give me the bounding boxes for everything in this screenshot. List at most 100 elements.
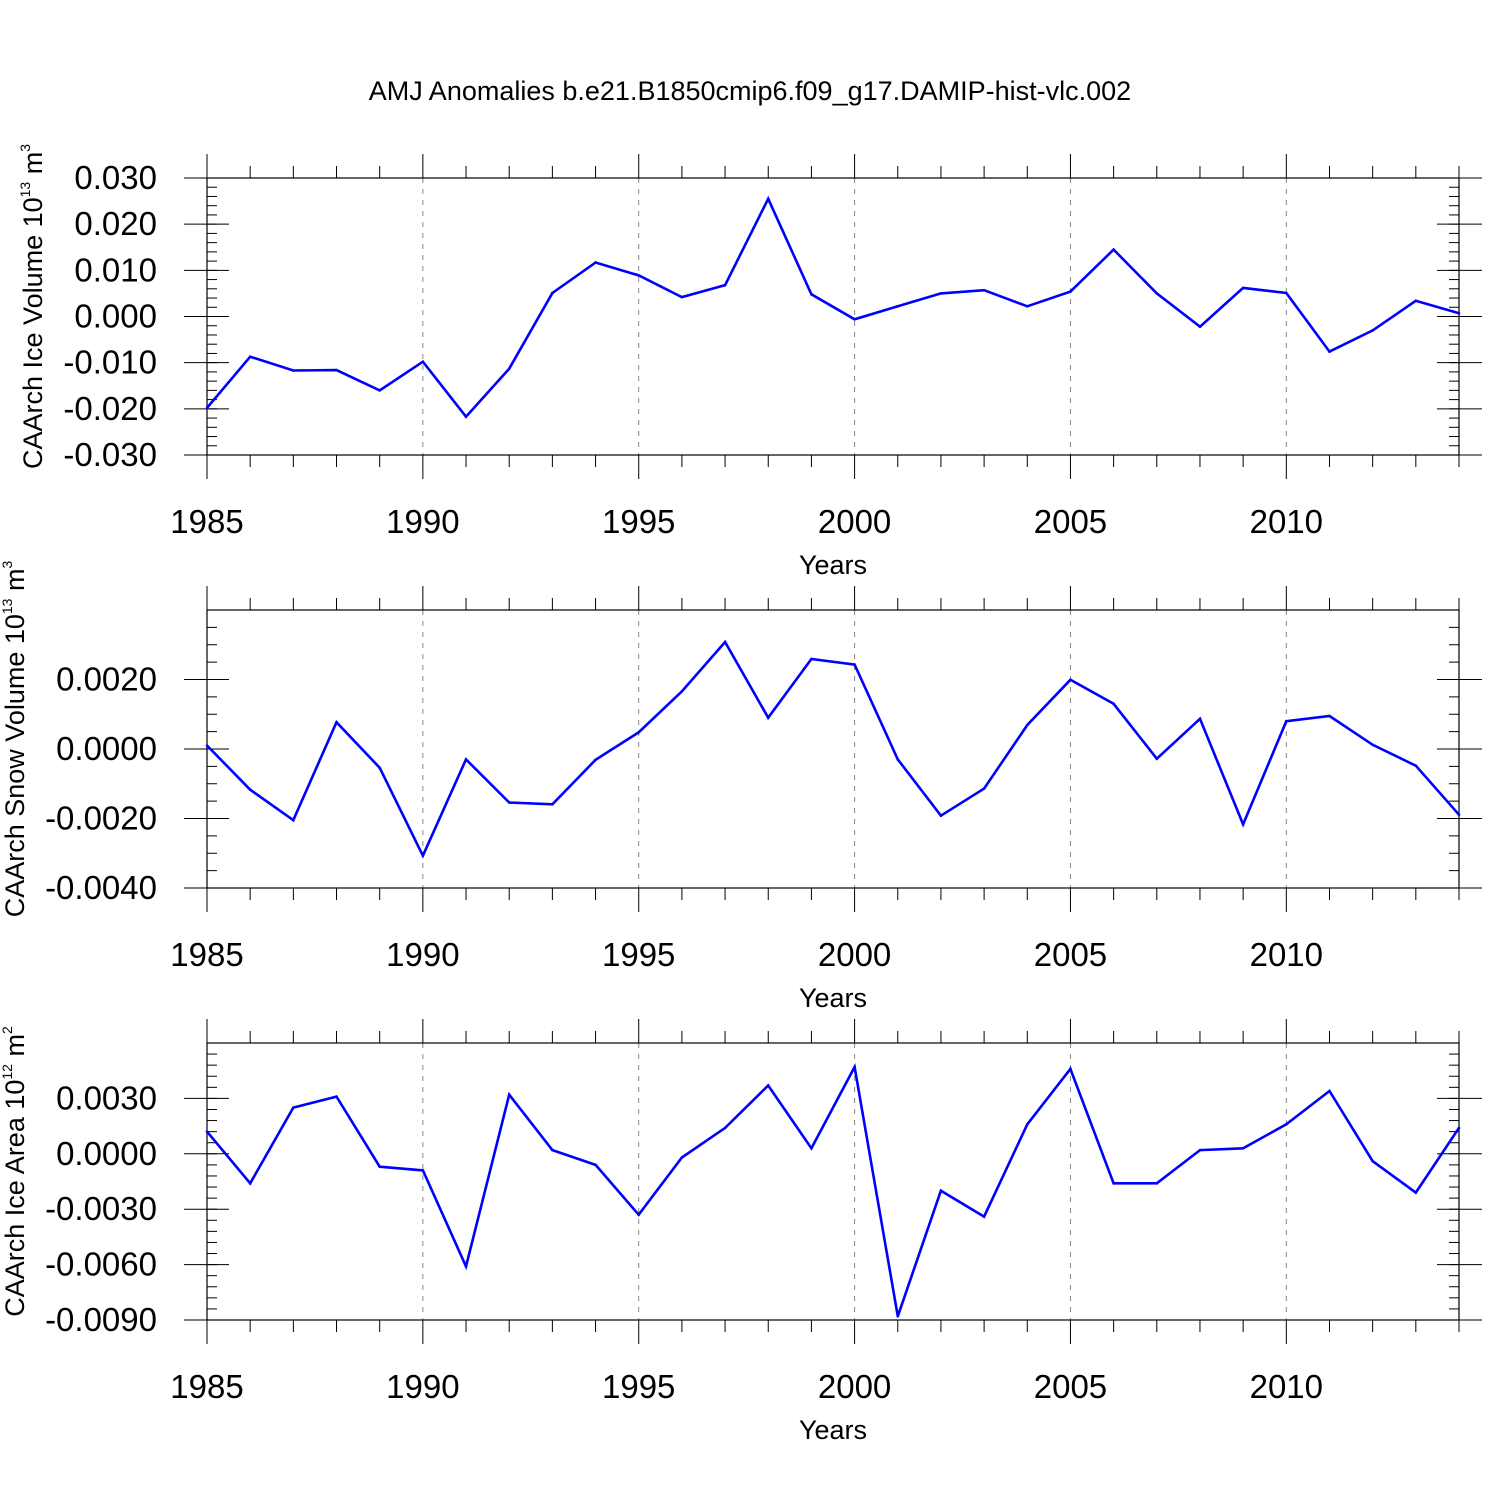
x-tick-label: 2005 [1034, 936, 1107, 973]
data-point [1285, 1122, 1288, 1126]
data-point [896, 758, 900, 761]
data-point [335, 720, 338, 724]
x-tick-label: 1990 [386, 936, 459, 973]
y-axis-title: CAArch Ice Volume 1013 m3 [17, 144, 48, 469]
data-point [1457, 1126, 1461, 1130]
data-point [205, 406, 209, 410]
data-point [1198, 325, 1202, 328]
data-point [1285, 719, 1288, 723]
data-point [421, 1169, 425, 1172]
x-tick-label: 1995 [602, 936, 675, 973]
data-point [1328, 714, 1331, 718]
data-point [1457, 311, 1461, 315]
data-point [853, 1065, 856, 1069]
panel-3: -0.0090 -0.0060 -0.0030 0.0000 0.0030 1985 199… [0, 1019, 1482, 1445]
data-point [766, 716, 770, 720]
data-point [464, 758, 468, 761]
data-point [637, 1213, 641, 1217]
x-tick-label: 1990 [386, 1368, 459, 1405]
data-point [1112, 248, 1115, 251]
data-point [1155, 292, 1159, 295]
y-tick-label: 0.020 [74, 205, 157, 242]
data-point [896, 305, 900, 308]
data-point [766, 1084, 770, 1087]
data-point [378, 766, 381, 770]
series-line [206, 195, 1460, 419]
y-tick-label: 0.0020 [56, 661, 157, 698]
x-tick-label: 2000 [818, 936, 891, 973]
x-tick-label: 1985 [170, 936, 243, 973]
y-tick-label: 0.010 [74, 251, 157, 288]
data-point [810, 657, 813, 661]
x-tick-label: 2000 [818, 503, 891, 540]
data-point [248, 1182, 252, 1185]
y-tick-label: 0.0000 [56, 730, 157, 767]
data-point [1112, 702, 1115, 706]
data-point [939, 814, 943, 818]
y-tick-label: -0.030 [63, 436, 157, 473]
data-point [939, 292, 943, 295]
data-point [982, 787, 986, 790]
data-point [853, 663, 856, 666]
x-axis-title: Years [799, 983, 867, 1013]
data-point [594, 758, 597, 762]
data-point [1285, 291, 1288, 295]
data-point [1025, 723, 1029, 727]
y-tick-label: -0.010 [63, 344, 157, 381]
data-point [1414, 764, 1418, 767]
data-point [421, 360, 425, 364]
data-point [680, 1156, 684, 1159]
y-tick-label: 0.0000 [56, 1135, 157, 1172]
y-axis-title: CAArch Ice Area 1012 m2 [0, 1026, 30, 1317]
data-point [982, 288, 986, 292]
data-point [810, 293, 813, 296]
data-point [378, 1165, 381, 1169]
y-tick-label: 0.000 [74, 298, 157, 335]
data-point [1241, 1146, 1245, 1150]
panel-2: -0.0040 -0.0020 0.0000 0.0020 1985 1990 1995 20… [0, 561, 1482, 1013]
panel-1: -0.030 -0.020 -0.010 0.000 0.010 0.020 0.030 19… [17, 144, 1482, 580]
data-point [594, 261, 597, 264]
data-point [1069, 290, 1072, 293]
plot-frame [206, 609, 1460, 889]
x-tick-label: 2005 [1034, 1368, 1107, 1405]
data-point [766, 197, 770, 201]
data-point [723, 283, 727, 287]
y-tick-label: -0.0060 [45, 1246, 157, 1283]
y-tick-label: -0.0030 [45, 1190, 157, 1227]
data-point [464, 1265, 468, 1268]
x-tick-label: 1995 [602, 503, 675, 540]
chart-title: AMJ Anomalies b.e21.B1850cmip6.f09_g17.D… [368, 76, 1132, 106]
data-point [1198, 717, 1202, 721]
data-point [551, 802, 554, 806]
data-point [1025, 305, 1029, 308]
data-point [551, 1148, 554, 1152]
data-point [1241, 823, 1245, 826]
data-point [205, 1130, 209, 1133]
data-point [1155, 1182, 1159, 1185]
data-point [637, 731, 641, 734]
data-point [1414, 299, 1418, 303]
x-tick-label: 2010 [1250, 936, 1323, 973]
data-point [1069, 678, 1072, 682]
data-point [292, 1106, 295, 1109]
data-point [292, 369, 295, 372]
data-point [723, 1126, 727, 1130]
data-point [723, 640, 727, 644]
data-point [853, 317, 856, 321]
data-point [680, 295, 684, 299]
data-point [421, 854, 425, 857]
x-tick-label: 1990 [386, 503, 459, 540]
y-tick-label: -0.0040 [45, 869, 157, 906]
x-tick-label: 1985 [170, 503, 243, 540]
series-line [206, 1063, 1461, 1317]
data-point [507, 1093, 511, 1097]
plot-frame [206, 1042, 1460, 1321]
data-point [1371, 743, 1374, 747]
data-point [1371, 1159, 1374, 1163]
data-point [939, 1189, 943, 1193]
data-point [1414, 1191, 1418, 1194]
data-point [1241, 286, 1245, 290]
data-point [551, 291, 554, 295]
